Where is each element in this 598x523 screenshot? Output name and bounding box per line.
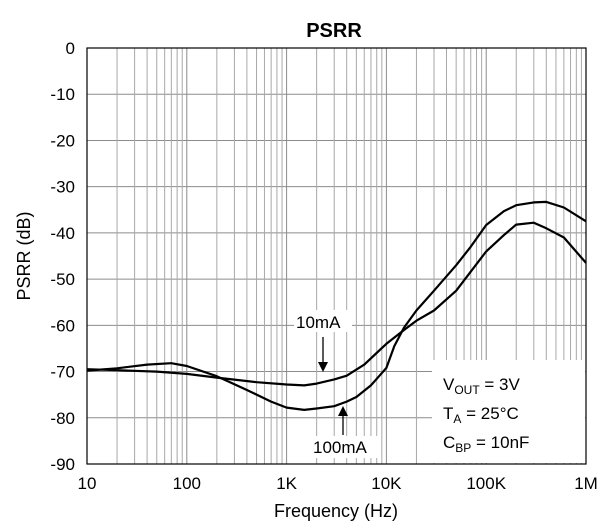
x-tick-label: 10 bbox=[78, 474, 97, 493]
y-tick-label: -50 bbox=[50, 270, 75, 289]
x-tick-label: 100 bbox=[173, 474, 201, 493]
series-lines bbox=[86, 200, 587, 411]
x-axis-title: Frequency (Hz) bbox=[274, 501, 398, 521]
legend-ta: TA = 25°C bbox=[443, 404, 519, 426]
callout-10ma: 10mA bbox=[294, 310, 352, 372]
y-tick-label: -40 bbox=[50, 224, 75, 243]
callout-100ma: 100mA bbox=[312, 406, 380, 458]
chart-title: PSRR bbox=[306, 20, 362, 42]
conditions-box: VOUT = 3V TA = 25°C CBP = 10nF bbox=[432, 360, 585, 463]
y-axis-title: PSRR (dB) bbox=[14, 211, 34, 300]
plot-frame bbox=[86, 47, 587, 465]
arrow-10ma-head bbox=[318, 362, 328, 372]
x-tick-labels: 10 100 1K 10K 100K 1M bbox=[78, 474, 598, 493]
y-tick-label: -60 bbox=[50, 316, 75, 335]
y-tick-label: -20 bbox=[50, 131, 75, 150]
y-tick-label: -80 bbox=[50, 409, 75, 428]
x-tick-label: 1K bbox=[276, 474, 297, 493]
y-tick-label: -70 bbox=[50, 363, 75, 382]
y-tick-labels: 0 -10 -20 -30 -40 -50 -60 -70 -80 -90 bbox=[50, 39, 75, 474]
y-tick-label: 0 bbox=[66, 39, 75, 58]
arrow-100ma-head bbox=[338, 406, 348, 416]
legend-cbp: CBP = 10nF bbox=[443, 433, 529, 455]
label-100ma: 100mA bbox=[313, 438, 368, 457]
label-10ma: 10mA bbox=[296, 313, 341, 332]
y-tick-label: -10 bbox=[50, 85, 75, 104]
x-tick-label: 1M bbox=[574, 474, 598, 493]
series-line-10ma bbox=[86, 221, 587, 387]
x-tick-label: 10K bbox=[371, 474, 402, 493]
y-tick-label: -90 bbox=[50, 455, 75, 474]
y-tick-label: -30 bbox=[50, 178, 75, 197]
x-tick-label: 100K bbox=[466, 474, 506, 493]
legend-vout: VOUT = 3V bbox=[443, 375, 521, 397]
series-line-100ma bbox=[86, 200, 587, 411]
